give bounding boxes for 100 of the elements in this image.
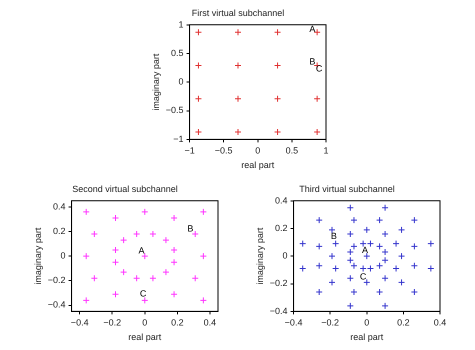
y-axis-title: imaginary part [254,227,265,285]
y-tick-label: −0.2 [270,278,288,288]
y-tick-label: 0.4 [53,201,66,212]
point [382,248,389,256]
point [234,28,242,36]
point [328,226,336,234]
y-tick-label: −0.4 [270,306,288,316]
point [141,208,148,216]
point [382,256,389,264]
point [328,252,336,260]
point [120,268,128,276]
point [382,204,389,212]
point [194,95,202,102]
point [170,246,178,254]
x-axis-title: real part [241,160,275,170]
y-tick-label: 1 [178,19,184,30]
point [200,296,207,304]
point [410,262,418,270]
y-tick-label: −0.4 [48,300,66,310]
point [274,128,282,136]
point [410,288,418,296]
annotation: A [138,246,145,256]
point [427,265,434,272]
point [170,258,178,266]
point [192,274,199,282]
point [112,290,119,298]
x-tick-label: −0.2 [103,317,122,328]
point [112,258,119,266]
point [360,265,367,272]
point [382,302,389,310]
point [162,236,170,244]
y-tick-label: −0.2 [48,275,66,286]
point [200,252,207,260]
point [299,265,306,272]
y-tick-label: 0.2 [53,226,66,236]
point [170,290,178,298]
annotation: A [309,24,316,34]
point [234,95,242,102]
point [350,242,358,250]
point [141,296,148,304]
point [332,265,340,272]
point [350,288,358,296]
point [328,278,336,286]
y-axis-title: imaginary part [32,227,43,285]
point [90,274,98,282]
annotation: C [360,271,367,282]
point [346,274,354,282]
point [192,230,199,238]
point [299,240,306,248]
point [316,242,323,250]
annotation: B [187,224,194,234]
point [392,265,400,272]
point [112,246,119,254]
point [410,242,418,250]
point [133,230,140,238]
point [376,242,384,250]
point [274,95,282,102]
point [274,62,282,69]
point [350,216,358,224]
point [398,278,406,286]
annotation: A [362,245,368,256]
x-tick-label: 0 [364,317,370,328]
x-tick-label: −0.2 [321,317,340,328]
point [314,95,321,102]
point [90,230,98,238]
x-tick-label: −0.4 [70,317,89,328]
x-axis-title: real part [128,332,162,342]
chart-title: First virtual subchannel [192,8,284,18]
point [120,236,128,244]
point [360,240,367,248]
point [366,240,374,248]
annotation: B [309,56,316,67]
point [363,226,370,234]
point [82,296,90,304]
point [346,248,354,256]
x-axis-title: real part [350,332,384,342]
annotation: C [140,288,147,299]
point [162,268,170,276]
point [194,128,202,136]
y-tick-label: 0 [60,250,66,261]
point [346,230,354,238]
point [234,62,242,69]
x-tick-label: 0.5 [286,145,298,156]
y-tick-label: 0.5 [171,48,184,58]
point [376,288,384,296]
point [149,230,156,238]
point [376,262,384,270]
point [366,265,374,272]
chart-title: Second virtual subchannel [72,184,178,194]
x-tick-label: 0.2 [397,317,410,328]
y-tick-label: 0.4 [275,195,288,206]
point [398,226,406,234]
point [376,216,384,224]
point [234,128,242,136]
point [363,252,370,260]
point [410,216,418,224]
point [141,252,148,260]
point [194,28,202,36]
y-tick-label: −0.5 [166,105,184,116]
chart-title: Third virtual subchannel [299,184,395,194]
